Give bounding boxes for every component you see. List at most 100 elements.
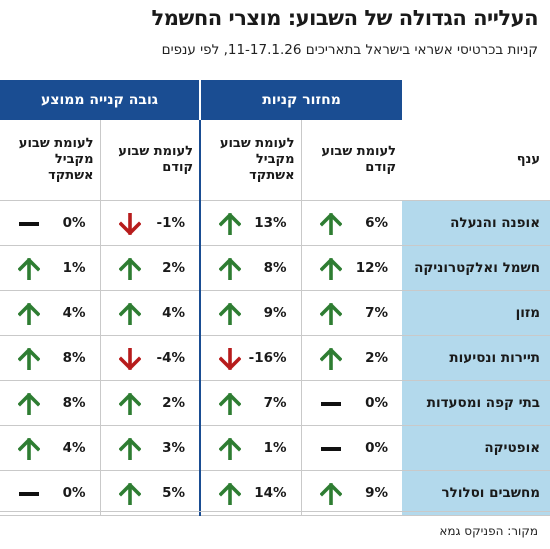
value-cell-turnover-last-year: 14% — [199, 470, 302, 516]
value-cell-avg-prev-week: 4% — [99, 290, 201, 336]
value-cell-turnover-last-year: 7% — [199, 380, 302, 426]
table-row: אופנה והנעלה 6% 13% -1% 0% — [0, 200, 550, 246]
arrow-up-icon — [219, 483, 242, 505]
value-cell-avg-prev-week: -4% — [99, 335, 201, 381]
no-change-dash-icon — [19, 492, 39, 496]
column-header-category: ענף — [402, 120, 550, 201]
percent-value: -16% — [248, 350, 287, 366]
percent-value: 4% — [162, 305, 186, 321]
value-cell-turnover-last-year: 13% — [199, 200, 302, 246]
value-cell-turnover-prev-week: 9% — [300, 470, 403, 516]
category-cell: תיירות ונסיעות — [402, 335, 550, 381]
value-cell-avg-prev-week: -1% — [99, 200, 201, 246]
source-note: מקור: הפניקס גמא — [439, 524, 538, 538]
percent-value: 1% — [62, 260, 86, 276]
value-cell-turnover-last-year: 1% — [199, 425, 302, 471]
arrow-up-icon — [18, 303, 40, 325]
arrow-up-icon — [118, 438, 141, 460]
table-row: תיירות ונסיעות 2% -16% -4% 8% — [0, 335, 550, 381]
percent-value: 2% — [162, 260, 186, 276]
value-cell-avg-prev-week: 2% — [99, 245, 201, 291]
category-cell: בתי קפה ומסעדות — [402, 380, 550, 426]
arrow-up-icon — [118, 393, 141, 415]
arrow-down-icon — [118, 213, 141, 235]
value-cell-avg-prev-week: 2% — [99, 380, 201, 426]
value-cell-turnover-last-year: 8% — [199, 245, 302, 291]
category-cell: מחשבים וסלולר — [402, 470, 550, 516]
value-cell-turnover-prev-week: 0% — [300, 425, 403, 471]
arrow-up-icon — [219, 213, 242, 235]
category-cell: מזון — [402, 290, 550, 336]
percent-value: 7% — [365, 305, 389, 321]
percent-value: 2% — [365, 350, 389, 366]
value-cell-avg-last-year: 4% — [0, 425, 101, 471]
percent-value: 0% — [62, 215, 86, 231]
table-row: בתי קפה ומסעדות 0% 7% 2% 8% — [0, 380, 550, 426]
value-cell-avg-last-year: 8% — [0, 380, 101, 426]
value-cell-avg-last-year: 4% — [0, 290, 101, 336]
percent-value: 3% — [162, 440, 186, 456]
percent-value: 4% — [62, 440, 86, 456]
column-header-turnover-prev-week: לעומת שבוע קודם — [300, 120, 403, 201]
arrow-up-icon — [219, 438, 242, 460]
value-cell-turnover-prev-week: 2% — [300, 335, 403, 381]
value-cell-avg-prev-week: 5% — [99, 470, 201, 516]
arrow-up-icon — [118, 258, 141, 280]
value-cell-avg-last-year: 0% — [0, 200, 101, 246]
percent-value: 14% — [254, 485, 287, 501]
percent-value: 12% — [355, 260, 389, 276]
arrow-up-icon — [18, 348, 40, 370]
value-cell-turnover-last-year: 9% — [199, 290, 302, 336]
percent-value: 5% — [162, 485, 186, 501]
arrow-up-icon — [319, 348, 342, 370]
percent-value: 0% — [365, 440, 389, 456]
arrow-up-icon — [319, 213, 342, 235]
arrow-up-icon — [118, 483, 141, 505]
arrow-up-icon — [118, 303, 141, 325]
value-cell-turnover-prev-week: 6% — [300, 200, 403, 246]
percent-value: 4% — [62, 305, 86, 321]
percent-value: 6% — [365, 215, 389, 231]
value-cell-turnover-prev-week: 7% — [300, 290, 403, 336]
data-table: מחזור קניות גובה קנייה ממוצע ענף לעומת ש… — [0, 80, 550, 516]
table-body: אופנה והנעלה 6% 13% -1% 0% חשמל ואלקטרוניקה 12… — [0, 200, 550, 516]
table-row: חשמל ואלקטרוניקה 12% 8% 2% 1% — [0, 245, 550, 291]
category-cell: חשמל ואלקטרוניקה — [402, 245, 550, 291]
percent-value: 8% — [62, 395, 86, 411]
percent-value: 7% — [263, 395, 287, 411]
group-header-spacer — [402, 80, 550, 120]
arrow-up-icon — [18, 258, 40, 280]
arrow-up-icon — [319, 258, 342, 280]
arrow-up-icon — [319, 483, 342, 505]
value-cell-avg-last-year: 0% — [0, 470, 101, 516]
percent-value: 8% — [62, 350, 86, 366]
arrow-up-icon — [18, 438, 40, 460]
value-cell-avg-last-year: 1% — [0, 245, 101, 291]
arrow-down-icon — [219, 348, 242, 370]
arrow-up-icon — [219, 393, 242, 415]
no-change-dash-icon — [320, 447, 341, 451]
value-cell-turnover-prev-week: 0% — [300, 380, 403, 426]
arrow-up-icon — [219, 258, 242, 280]
percent-value: 9% — [263, 305, 287, 321]
percent-value: 0% — [365, 395, 389, 411]
column-header-avg-prev-week: לעומת שבוע קודם — [99, 120, 201, 201]
no-change-dash-icon — [320, 402, 341, 406]
value-cell-avg-last-year: 8% — [0, 335, 101, 381]
value-cell-turnover-last-year: -16% — [199, 335, 302, 381]
bottom-divider — [0, 511, 550, 512]
column-header-turnover-last-year: לעומת שבוע מקביל אשתקד — [199, 120, 302, 201]
arrow-up-icon — [319, 303, 342, 325]
percent-value: -1% — [156, 215, 186, 231]
table-row: מחשבים וסלולר 9% 14% 5% 0% — [0, 470, 550, 516]
chart-subtitle: קניות בכרטיסי אשראי בישראל בתאריכים 11-1… — [161, 42, 538, 58]
table-row: אופטיקה 0% 1% 3% 4% — [0, 425, 550, 471]
chart-title: העלייה הגדולה של השבוע: מוצרי החשמל — [151, 6, 539, 30]
percent-value: -4% — [156, 350, 186, 366]
group-header-turnover: מחזור קניות — [199, 80, 403, 120]
percent-value: 9% — [365, 485, 389, 501]
category-cell: אופטיקה — [402, 425, 550, 471]
percent-value: 2% — [162, 395, 186, 411]
percent-value: 13% — [254, 215, 287, 231]
value-cell-avg-prev-week: 3% — [99, 425, 201, 471]
